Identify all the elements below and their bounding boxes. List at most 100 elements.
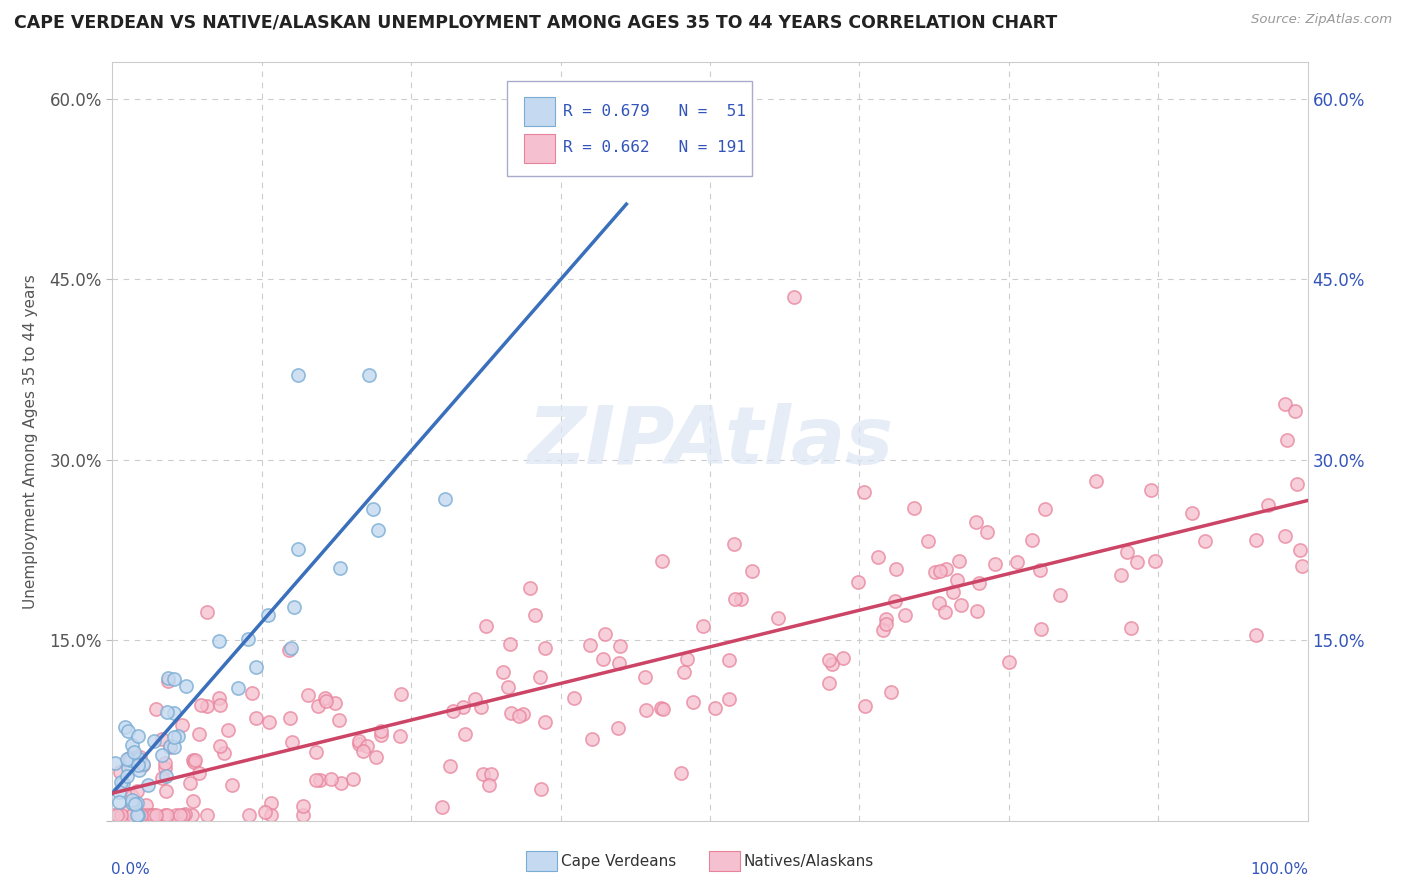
Point [108,764,131,779]
Point [675,652,697,666]
Point [156,671,179,685]
Point [782,290,804,304]
Point [439,759,461,773]
Point [325,696,347,710]
Point [347,737,370,751]
Point [441,704,464,718]
Point [1181,506,1204,520]
Point [464,691,486,706]
Point [245,660,267,674]
Point [110,775,132,789]
Point [174,679,197,693]
Point [136,778,159,792]
Point [217,723,239,737]
Point [163,706,186,721]
Point [1291,558,1313,573]
Point [478,778,501,792]
Point [475,619,498,633]
Point [592,652,614,666]
Point [650,700,672,714]
Point [221,778,243,792]
Point [967,576,990,591]
Point [651,554,673,568]
Point [508,709,530,723]
Point [1029,564,1052,578]
Point [1121,621,1143,635]
Point [1274,396,1296,410]
Point [329,560,352,574]
Point [163,672,186,686]
Point [127,807,149,822]
Point [212,746,235,760]
Point [636,703,658,717]
Point [155,769,177,783]
Point [114,719,136,733]
Point [172,718,194,732]
Point [256,608,278,623]
Point [108,784,131,798]
Point [388,729,411,743]
Point [128,763,150,777]
Point [208,690,231,705]
Point [682,695,704,709]
Point [1277,433,1299,447]
Point [125,807,148,822]
Point [188,727,211,741]
Point [818,653,841,667]
Point [367,523,389,537]
Point [998,656,1021,670]
Point [884,562,907,576]
Point [208,634,231,648]
Point [724,592,747,607]
Point [257,714,280,729]
Point [730,591,752,606]
Point [155,756,177,771]
Point [124,745,146,759]
Point [111,776,134,790]
Point [228,681,250,696]
Point [166,729,188,743]
Point [370,728,392,742]
Point [328,713,350,727]
Point [159,739,181,753]
Point [287,368,309,383]
Point [853,485,876,500]
Point [389,687,412,701]
Point [297,688,319,702]
Point [121,739,143,753]
Point [121,807,143,822]
Point [309,773,332,788]
Point [183,755,205,769]
Point [352,744,374,758]
Point [356,739,378,754]
Point [501,706,523,720]
Point [163,730,186,744]
Point [127,729,149,743]
Point [181,794,204,808]
Point [139,807,162,822]
Point [128,752,150,766]
Point [1125,555,1147,569]
Point [155,784,177,798]
Point [606,721,628,735]
Point [180,807,202,822]
FancyBboxPatch shape [508,81,752,177]
Point [609,639,631,653]
Text: R = 0.679   N =  51: R = 0.679 N = 51 [562,104,747,120]
Point [117,805,139,819]
Point [107,795,129,809]
Point [121,789,143,803]
Point [121,793,143,807]
Point [260,807,283,822]
Point [1274,529,1296,543]
Point [950,599,973,613]
Text: Source: ZipAtlas.com: Source: ZipAtlas.com [1251,13,1392,27]
Point [370,724,392,739]
Point [142,734,165,748]
Point [314,690,336,705]
Point [593,626,616,640]
Point [305,773,328,788]
Point [292,798,315,813]
Text: 0.0%: 0.0% [111,863,150,878]
Point [692,618,714,632]
